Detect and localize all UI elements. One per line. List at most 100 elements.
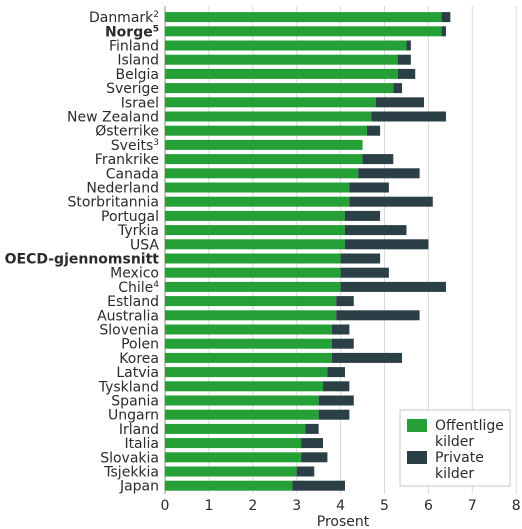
- bar-public: [165, 26, 442, 37]
- x-axis-ticks: 0 1 2 3 4 5 6 7 8: [161, 498, 521, 514]
- x-tick-label: 8: [512, 498, 521, 514]
- x-tick-label: 3: [292, 498, 301, 514]
- category-label: Ungarn: [108, 408, 159, 424]
- bar-public: [165, 239, 345, 250]
- bar-public: [165, 281, 341, 292]
- bar-public: [165, 423, 306, 434]
- bar-private: [292, 480, 345, 491]
- bar-public: [165, 168, 359, 179]
- category-label: Belgia: [116, 67, 159, 83]
- category-label: Frankrike: [95, 152, 159, 168]
- category-label: New Zealand: [67, 110, 159, 126]
- bar-public: [165, 97, 376, 108]
- x-tick-label: 7: [468, 498, 477, 514]
- category-label: Polen: [121, 337, 159, 353]
- category-label: OECD-gjennomsnitt: [5, 252, 160, 268]
- category-label: Østerrike: [95, 124, 159, 140]
- category-label: Canada: [106, 166, 159, 182]
- bar-private: [296, 466, 315, 477]
- category-label: Israel: [121, 95, 159, 111]
- bar-public: [165, 267, 341, 278]
- bar-private: [397, 54, 411, 65]
- category-label: Italia: [124, 436, 159, 452]
- bar-public: [165, 54, 398, 65]
- bar-private: [340, 253, 381, 264]
- category-label: Finland: [109, 39, 159, 55]
- category-label: Mexico: [110, 266, 159, 282]
- bar-private: [406, 40, 411, 51]
- bar-public: [165, 438, 302, 449]
- legend-label-public: Offentlige kilder: [435, 418, 508, 450]
- bar-private: [318, 409, 350, 420]
- bar-public: [165, 253, 341, 264]
- category-label: Australia: [97, 308, 159, 324]
- category-label: USA: [130, 237, 159, 253]
- category-label: Tyskland: [98, 379, 159, 395]
- category-label: Slovakia: [100, 450, 159, 466]
- bar-public: [165, 409, 319, 420]
- x-tick-label: 0: [161, 498, 170, 514]
- bar-private: [301, 438, 324, 449]
- x-axis-label: Prosent: [317, 514, 370, 529]
- bar-public: [165, 395, 319, 406]
- bar-public: [165, 154, 363, 165]
- bar-public: [165, 182, 350, 193]
- bar-private: [344, 210, 381, 221]
- legend-swatch-private: [407, 451, 427, 464]
- x-tick-label: 5: [380, 498, 389, 514]
- bar-private: [375, 97, 425, 108]
- bar-private: [344, 225, 407, 236]
- bar-private: [331, 352, 403, 363]
- category-label: Estland: [107, 294, 159, 310]
- category-label: Tsjekkia: [103, 465, 159, 481]
- category-label: Latvia: [116, 365, 159, 381]
- x-tick-label: 4: [336, 498, 345, 514]
- bar-private: [349, 182, 389, 193]
- legend-swatch-public: [407, 419, 427, 432]
- bars: [165, 12, 451, 491]
- bar-private: [397, 68, 416, 79]
- category-label: Sveits3: [111, 138, 159, 154]
- bar-private: [340, 281, 446, 292]
- bar-public: [165, 40, 407, 51]
- category-label: Portugal: [101, 209, 159, 225]
- bar-public: [165, 466, 297, 477]
- bar-private: [340, 267, 389, 278]
- bar-public: [165, 324, 332, 335]
- bar-public: [165, 452, 302, 463]
- category-label: Chile4: [118, 280, 159, 296]
- bar-private: [301, 452, 328, 463]
- bar-public: [165, 352, 332, 363]
- category-label: Irland: [119, 422, 159, 438]
- category-label: Storbritannia: [67, 195, 159, 211]
- bar-public: [165, 125, 367, 136]
- bar-private: [362, 154, 394, 165]
- bar-public: [165, 480, 293, 491]
- bar-private: [371, 111, 446, 122]
- bar-private: [323, 381, 350, 392]
- bar-public: [165, 367, 328, 378]
- category-label: Sverige: [106, 81, 159, 97]
- bar-public: [165, 12, 442, 23]
- bar-private: [336, 296, 354, 307]
- bar-private: [305, 423, 319, 434]
- category-label: Nederland: [86, 181, 159, 197]
- legend-label-private: Private kilder: [435, 450, 488, 482]
- category-label: Japan: [119, 479, 159, 495]
- bar-public: [165, 139, 363, 150]
- bar-private: [331, 338, 354, 349]
- bar-public: [165, 111, 372, 122]
- bar-public: [165, 310, 337, 321]
- bar-public: [165, 196, 350, 207]
- bar-private: [393, 83, 403, 94]
- bar-public: [165, 83, 394, 94]
- bar-private: [344, 239, 429, 250]
- legend: Offentlige kilder Private kilder: [399, 409, 511, 487]
- category-label: Tyrkia: [117, 223, 159, 239]
- bar-private: [366, 125, 381, 136]
- bar-private: [331, 324, 350, 335]
- category-label: Island: [117, 53, 159, 69]
- bar-private: [327, 367, 345, 378]
- bar-private: [441, 12, 451, 23]
